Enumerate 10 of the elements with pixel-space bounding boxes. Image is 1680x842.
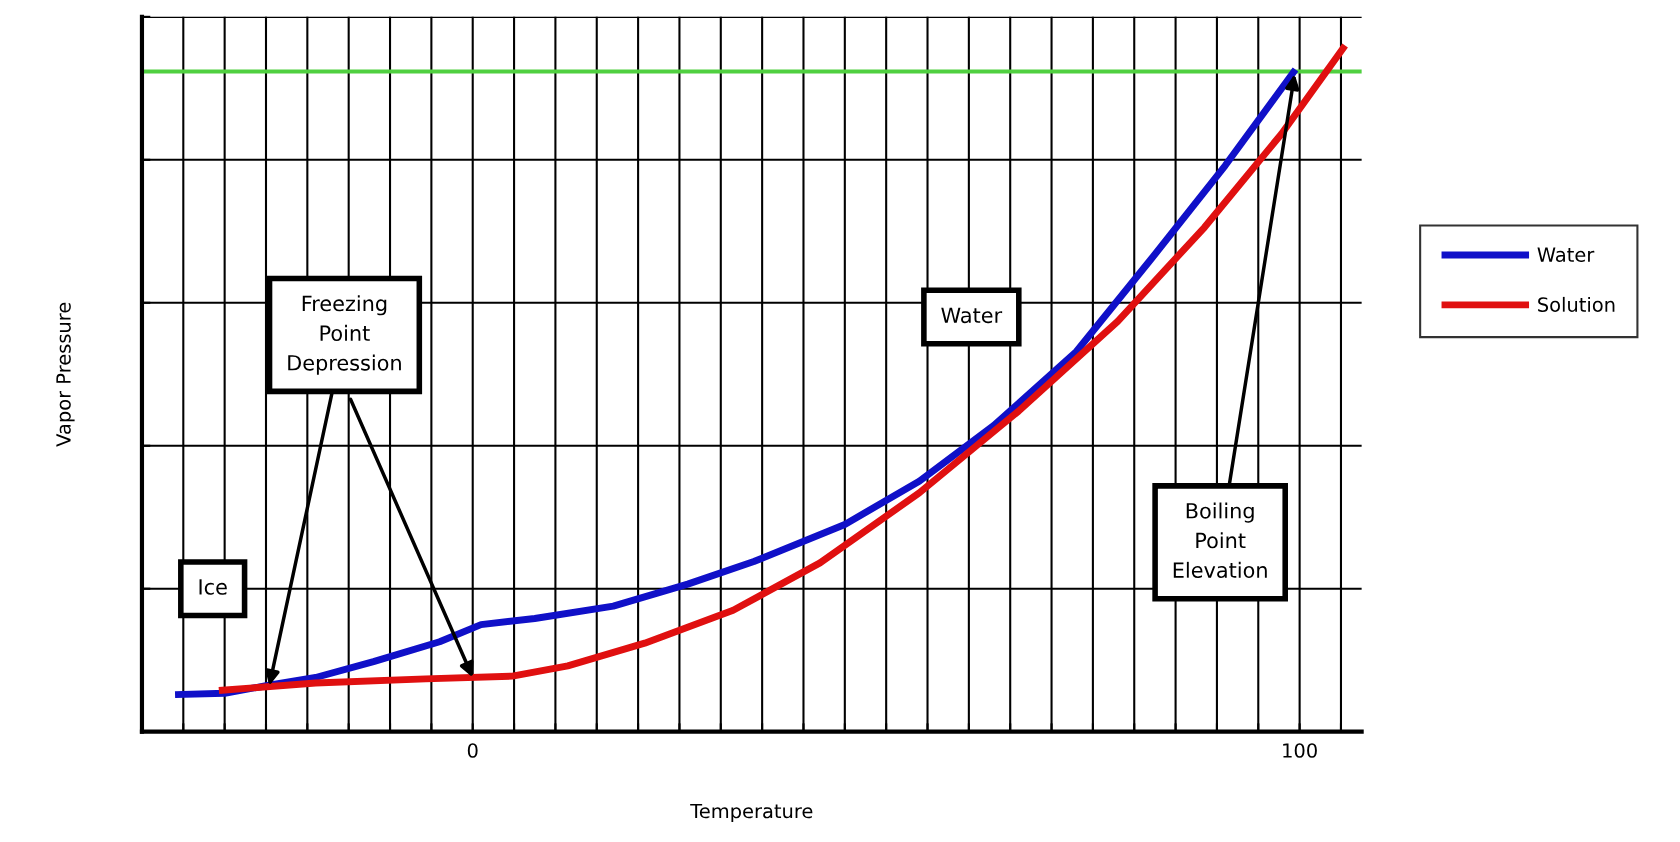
x-tick-label: 0 [467, 743, 478, 758]
x-tick-label: 100 [1283, 743, 1317, 758]
legend-label: Solution [1538, 296, 1615, 312]
annotation: Water [941, 307, 1003, 324]
annotation: Freezing Point Depression [288, 295, 401, 375]
annotation: Ice [199, 579, 227, 595]
y-axis-title: Vapor Pressure [56, 302, 75, 447]
annotation: Boiling Point Elevation [1173, 502, 1267, 578]
legend-label: Water [1537, 247, 1595, 263]
x-axis-title: Temperature [690, 803, 813, 823]
